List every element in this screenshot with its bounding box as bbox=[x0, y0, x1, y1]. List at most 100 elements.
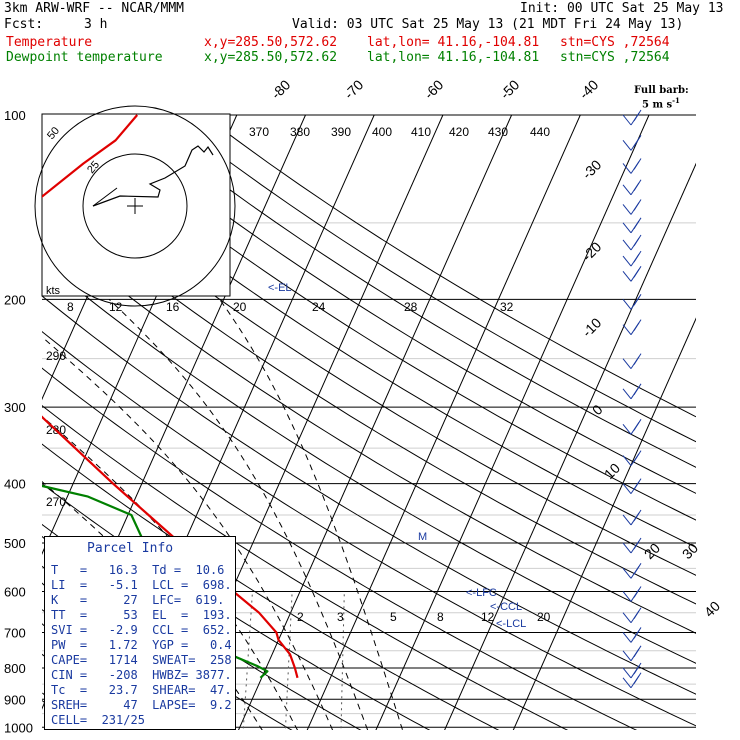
wind-barb bbox=[633, 563, 642, 575]
wind-barb bbox=[633, 509, 642, 522]
isotherm-label: -50 bbox=[497, 76, 523, 102]
pressure-tick-label: 300 bbox=[4, 400, 26, 415]
wind-barb bbox=[622, 163, 632, 174]
wind-barb bbox=[622, 677, 632, 689]
isotherm-line bbox=[306, 114, 581, 730]
wind-barb bbox=[633, 109, 642, 122]
hodograph-speed-label: 8 bbox=[67, 300, 74, 314]
pressure-tick-label: 800 bbox=[4, 661, 26, 676]
mixing-ratio-label: 2 bbox=[297, 610, 304, 624]
isotherm-label: -70 bbox=[341, 76, 367, 102]
dry-adiabat-line bbox=[42, 443, 500, 730]
dry-adiabat-line bbox=[42, 260, 696, 664]
parcel-row: TT = 53 EL = 193. bbox=[51, 608, 232, 622]
forecast-hour: 3 h bbox=[84, 17, 108, 32]
el-marker: <-EL bbox=[268, 282, 292, 294]
wind-barb bbox=[622, 140, 632, 151]
wind-barb bbox=[633, 199, 642, 211]
parcel-row: PW = 1.72 YGP = 0.4 bbox=[51, 638, 232, 652]
parcel-row: K = 27 LFC= 619. bbox=[51, 593, 225, 607]
wind-barb bbox=[622, 222, 632, 234]
wind-barb bbox=[633, 234, 642, 247]
isotherm-line bbox=[444, 162, 696, 730]
wind-barb bbox=[633, 537, 642, 550]
wind-barb bbox=[622, 650, 632, 662]
isotherm-label: -30 bbox=[579, 156, 605, 182]
dry-adiabat-line bbox=[0, 115, 30, 740]
isotherm-line bbox=[237, 114, 513, 730]
dry-adiabat-line bbox=[60, 114, 696, 521]
wind-barb bbox=[622, 632, 632, 643]
wind-barb bbox=[622, 423, 632, 435]
wind-barb bbox=[622, 388, 632, 400]
theta-label: 410 bbox=[411, 125, 431, 139]
dry-adiabat-line bbox=[42, 330, 696, 727]
temperature-station: stn=CYS ,72564 bbox=[560, 35, 670, 50]
hodograph-storm-vector bbox=[92, 187, 118, 207]
theta-label: 380 bbox=[290, 125, 310, 139]
wind-barb bbox=[633, 478, 642, 490]
wind-barb bbox=[633, 250, 642, 263]
isotherm-label: -20 bbox=[579, 238, 605, 264]
hodograph-speed-label: 16 bbox=[166, 300, 180, 314]
wind-barb bbox=[633, 586, 642, 598]
isotherm-label: -60 bbox=[421, 76, 447, 102]
hodograph-speed-label: 20 bbox=[233, 300, 247, 314]
barb-legend-line1: Full barb: bbox=[634, 85, 689, 96]
wind-barb bbox=[622, 667, 632, 679]
wind-barb bbox=[622, 299, 632, 310]
wind-barb bbox=[633, 179, 642, 192]
parcel-info-title: Parcel Info bbox=[87, 541, 174, 556]
init-time: Init: 00 UTC Sat 25 May 13 bbox=[520, 1, 724, 16]
hodograph-speed-label: 12 bbox=[109, 300, 123, 314]
wind-barb bbox=[633, 217, 642, 230]
wind-barb bbox=[622, 239, 632, 251]
wind-barb bbox=[633, 627, 642, 639]
isotherm-label: 10 bbox=[601, 460, 623, 482]
moist-adiabat-line bbox=[42, 336, 334, 730]
pressure-tick-label: 400 bbox=[4, 477, 26, 492]
lcl-marker: <-LCL bbox=[496, 618, 526, 630]
barb-legend: Full barb: 5 m s-1 bbox=[634, 86, 689, 110]
wind-barb bbox=[622, 204, 632, 215]
dewpoint-station: stn=CYS ,72564 bbox=[560, 50, 670, 65]
theta-label: 420 bbox=[449, 125, 469, 139]
theta-label: 440 bbox=[530, 125, 550, 139]
forecast-label: Fcst: bbox=[4, 17, 44, 32]
dry-adiabat-line bbox=[42, 226, 696, 634]
pressure-tick-label: 100 bbox=[4, 108, 26, 123]
barb-legend-line2: 5 m s-1 bbox=[642, 96, 680, 111]
wind-barb bbox=[633, 450, 642, 462]
valid-time: Valid: 03 UTC Sat 25 May 13 (21 MDT Fri … bbox=[292, 17, 684, 32]
theta-label: 390 bbox=[331, 125, 351, 139]
wind-barb bbox=[622, 270, 632, 282]
dewpoint-latlon: lat,lon= 41.16,-104.81 bbox=[367, 50, 540, 65]
hodograph-speed-label: 32 bbox=[500, 300, 514, 314]
mixing-ratio-label: 5 bbox=[390, 610, 397, 624]
wind-barb bbox=[633, 266, 642, 278]
hodograph-ring bbox=[82, 153, 188, 259]
parcel-row: CIN = -208 HWBZ= 3877. bbox=[51, 668, 232, 682]
parcel-row: CAPE= 1714 SWEAT= 258 bbox=[51, 653, 232, 667]
parcel-row: SVI = -2.9 CCL = 652. bbox=[51, 623, 232, 637]
wind-barb bbox=[633, 319, 642, 331]
parcel-row: LI = -5.1 LCL = 698. bbox=[51, 578, 232, 592]
wind-barb bbox=[633, 158, 642, 170]
mixing-ratio-line bbox=[242, 591, 253, 730]
hodograph-speed-label: 28 bbox=[404, 300, 418, 314]
wind-barb bbox=[622, 568, 632, 579]
hodograph-ring bbox=[34, 105, 236, 307]
mixing-ratio-line bbox=[340, 591, 345, 730]
isotherm-label: -80 bbox=[268, 76, 294, 102]
dry-adiabat-line bbox=[42, 128, 696, 548]
wind-barb bbox=[633, 672, 642, 685]
pressure-tick-label: 500 bbox=[4, 536, 26, 551]
mixing-ratio-label: 8 bbox=[437, 610, 444, 624]
wind-barb bbox=[622, 542, 632, 554]
model-title: 3km ARW-WRF -- NCAR/MMM bbox=[4, 1, 185, 16]
temperature-legend-label: Temperature bbox=[6, 35, 93, 50]
dry-adiabat-line bbox=[42, 295, 696, 695]
dry-adiabat-line bbox=[42, 404, 569, 730]
